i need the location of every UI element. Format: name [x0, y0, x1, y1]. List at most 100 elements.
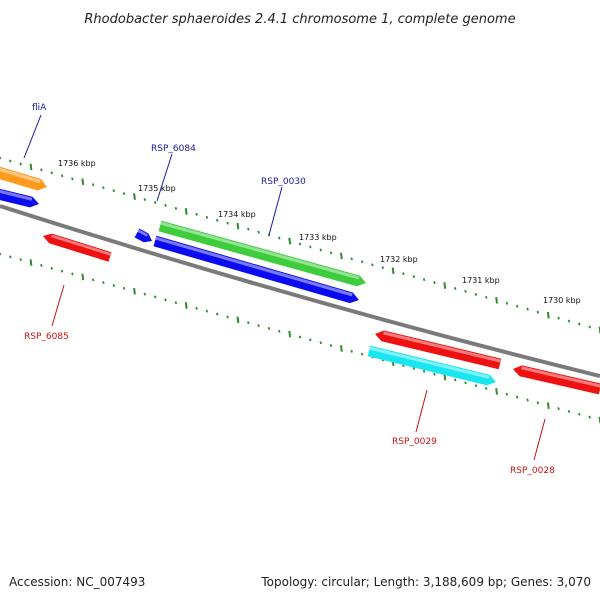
tick-mark: [453, 287, 457, 290]
tick-mark: [588, 325, 591, 329]
tick-mark: [226, 221, 229, 225]
blue-gene-left-highlight: [0, 189, 33, 201]
red-gene-left-highlight: [51, 234, 112, 256]
red-gene-mid-arrow: [375, 330, 502, 370]
tick-mark: [143, 198, 147, 201]
blue-gene-long-highlight: [155, 236, 353, 297]
gene-label-RSP-6084: RSP_6084: [151, 144, 196, 154]
orange-gene-highlight: [0, 167, 41, 184]
tick-mark: [588, 415, 591, 419]
label-leaders: [23, 114, 546, 461]
gene-label-RSP-0028: RSP_0028: [510, 466, 555, 476]
tick-mark: [495, 388, 498, 395]
tick-mark: [309, 338, 312, 342]
tick-mark: [464, 381, 467, 385]
tick-mark: [122, 192, 126, 196]
tick-mark: [236, 222, 240, 230]
tick-mark: [567, 319, 571, 323]
tick-mark: [40, 168, 43, 172]
tick-mark: [288, 330, 292, 338]
tick-mark: [133, 193, 136, 200]
gene-features: [0, 166, 600, 395]
tick-mark: [91, 183, 95, 187]
tick-mark: [578, 412, 581, 416]
tick-mark: [60, 174, 64, 178]
accession-text: Accession: NC_007493: [9, 575, 145, 589]
tick-mark: [515, 395, 519, 399]
tick-mark: [195, 306, 198, 310]
tick-label-1732: 1732 kbp: [380, 255, 418, 264]
tick-mark: [205, 309, 209, 313]
tick-mark: [309, 245, 312, 249]
tick-mark: [91, 278, 95, 282]
tick-mark: [567, 409, 571, 413]
tick-mark: [102, 186, 105, 190]
tick-mark: [474, 292, 478, 296]
tick-mark: [319, 341, 322, 345]
gene-label-fliA: fliA: [32, 103, 47, 113]
genome-summary-text: Topology: circular; Length: 3,188,609 bp…: [260, 575, 591, 589]
tick-mark: [557, 407, 560, 411]
leader-fliA: [23, 114, 42, 159]
tick-label-1736: 1736 kbp: [58, 159, 96, 168]
red-gene-mid-highlight: [383, 331, 502, 363]
tick-mark: [236, 316, 240, 324]
tick-mark: [484, 387, 488, 390]
tick-mark: [453, 378, 457, 382]
tick-mark: [81, 273, 85, 281]
tick-mark: [371, 263, 374, 267]
tick-mark: [9, 159, 12, 163]
map-title: Rhodobacter sphaeroides 2.4.1 chromosome…: [84, 12, 515, 27]
tick-mark: [174, 301, 178, 305]
tick-mark: [247, 227, 250, 231]
tick-mark: [133, 287, 136, 295]
leader-RSP-0029: [415, 389, 428, 433]
tick-mark: [215, 312, 219, 316]
tick-label-1735: 1735 kbp: [138, 184, 176, 193]
tick-mark: [153, 201, 157, 204]
tick-mark: [60, 269, 64, 273]
tick-mark: [298, 242, 302, 246]
tick-tracks: [0, 156, 600, 424]
tick-mark: [205, 215, 209, 219]
tick-mark: [19, 162, 22, 166]
red-gene-right: [513, 365, 600, 395]
tick-mark: [433, 372, 436, 376]
tick-mark: [412, 275, 416, 279]
tick-mark: [536, 401, 540, 405]
blue-gene-small-highlight: [137, 229, 148, 237]
tick-mark: [257, 230, 260, 234]
tick-mark: [350, 349, 353, 353]
tick-mark: [557, 316, 560, 320]
tick-mark: [226, 315, 229, 319]
gene-label-RSP-0029: RSP_0029: [392, 437, 437, 447]
tick-mark: [102, 281, 105, 285]
tick-mark: [81, 178, 85, 186]
orange-gene: [0, 166, 47, 191]
tick-mark: [340, 345, 343, 352]
gene-label-RSP-0030: RSP_0030: [261, 177, 306, 187]
blue-gene-long: [153, 235, 359, 304]
tick-label-1733: 1733 kbp: [299, 233, 337, 242]
tick-mark: [184, 302, 188, 309]
tick-mark: [288, 237, 292, 245]
tick-mark: [319, 248, 322, 252]
tick-mark: [381, 266, 385, 270]
tick-mark: [464, 289, 467, 293]
tick-mark: [360, 260, 364, 264]
tick-mark: [257, 324, 260, 328]
blue-gene-small: [134, 228, 152, 243]
red-gene-mid: [375, 330, 502, 370]
chromosome-backbone: [0, 204, 600, 378]
tick-mark: [484, 295, 488, 299]
leader-RSP-0028: [533, 418, 546, 461]
blue-gene-small-arrow: [134, 228, 152, 243]
red-gene-right-highlight: [521, 366, 600, 388]
tick-mark: [112, 284, 116, 287]
tick-mark: [474, 384, 478, 388]
tick-mark: [329, 344, 333, 348]
tick-mark: [526, 307, 529, 311]
tick-mark: [278, 236, 281, 240]
gene-label-group: fliA RSP_6084 RSP_0030 RSP_6085 RSP_0029…: [24, 103, 555, 476]
